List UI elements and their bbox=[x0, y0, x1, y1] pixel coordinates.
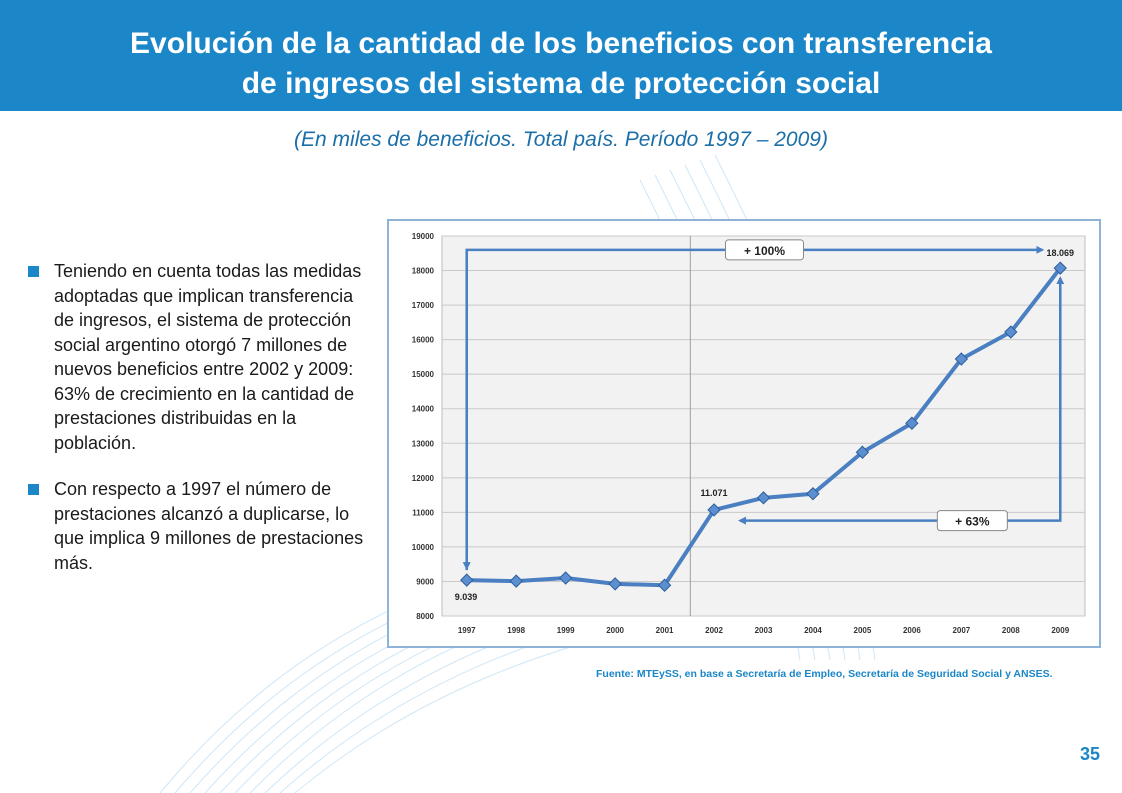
x-tick-label: 2008 bbox=[1002, 626, 1020, 635]
subtitle: (En miles de beneficios. Total país. Per… bbox=[294, 128, 828, 151]
y-tick-label: 13000 bbox=[412, 439, 435, 448]
data-point-2007 bbox=[954, 352, 969, 366]
annotation-label-plus-63: + 63% bbox=[955, 515, 990, 529]
x-tick-label: 1998 bbox=[507, 626, 525, 635]
y-tick-label: 11000 bbox=[412, 508, 434, 517]
x-tick-label: 2007 bbox=[952, 626, 970, 635]
annotation-box-plus-63 bbox=[936, 510, 1008, 532]
x-tick-label: 2002 bbox=[705, 626, 723, 635]
data-point-2001 bbox=[657, 578, 672, 592]
x-tick-label: 2001 bbox=[656, 626, 674, 635]
x-tick-label: 2004 bbox=[804, 626, 822, 635]
bullet-text: Con respecto a 1997 el número de prestac… bbox=[54, 479, 364, 573]
y-tick-label: 10000 bbox=[412, 543, 435, 552]
bullet-item: Teniendo en cuenta todas las medidas ado… bbox=[28, 259, 373, 455]
data-point-2003 bbox=[756, 491, 771, 505]
x-tick-label: 1997 bbox=[458, 626, 476, 635]
title-line-2: de ingresos del sistema de protección so… bbox=[241, 67, 881, 100]
y-tick-label: 14000 bbox=[412, 405, 435, 414]
data-point-2005 bbox=[855, 445, 870, 459]
plot-area bbox=[441, 235, 1086, 617]
chart-frame: 8000 9000 10000 11000 12000 13000 14000 15000 16… bbox=[387, 219, 1101, 648]
header-banner: Evolución de la cantidad de los benefici… bbox=[0, 0, 1122, 111]
page-title: Evolución de la cantidad de los benefici… bbox=[20, 24, 1102, 104]
page-number: 35 bbox=[1079, 744, 1100, 764]
y-tick-label: 16000 bbox=[412, 336, 435, 345]
data-label-2009: 18.069 bbox=[1047, 248, 1075, 258]
x-tick-label: 2000 bbox=[606, 626, 624, 635]
y-tick-label: 15000 bbox=[412, 370, 435, 379]
data-point-2002 bbox=[707, 503, 721, 517]
annotation-label-plus-100: + 100% bbox=[744, 244, 785, 258]
data-point-2006 bbox=[905, 416, 919, 430]
x-tick-label: 2005 bbox=[854, 626, 872, 635]
source-note: Fuente: MTEySS, en base a Secretaría de … bbox=[596, 668, 1053, 680]
bullet-item: Con respecto a 1997 el número de prestac… bbox=[28, 477, 373, 575]
bullet-square-icon bbox=[28, 484, 39, 495]
data-point-2009 bbox=[1053, 261, 1067, 275]
data-point-2008 bbox=[1004, 325, 1018, 339]
y-tick-label: 18000 bbox=[412, 267, 435, 276]
line-chart: 8000 9000 10000 11000 12000 13000 14000 15000 16… bbox=[412, 232, 1086, 635]
data-label-2002: 11.071 bbox=[701, 488, 728, 498]
y-tick-label: 9000 bbox=[416, 577, 434, 586]
x-tick-label: 1999 bbox=[557, 626, 575, 635]
data-point-2004 bbox=[806, 487, 820, 501]
y-tick-label: 17000 bbox=[412, 301, 435, 310]
data-point-1998 bbox=[509, 574, 523, 588]
y-tick-label: 8000 bbox=[416, 612, 434, 621]
y-tick-label: 19000 bbox=[412, 232, 435, 241]
bullet-list: Teniendo en cuenta todas las medidas ado… bbox=[28, 259, 373, 597]
data-label-1997: 9.039 bbox=[455, 592, 478, 602]
x-tick-label: 2006 bbox=[903, 626, 921, 635]
x-tick-label: 2009 bbox=[1051, 626, 1069, 635]
annotation-box-plus-100 bbox=[725, 239, 804, 261]
data-point-1999 bbox=[558, 571, 573, 585]
bullet-text: Teniendo en cuenta todas las medidas ado… bbox=[54, 261, 362, 453]
title-line-1: Evolución de la cantidad de los benefici… bbox=[130, 27, 992, 60]
x-tick-label: 2003 bbox=[755, 626, 773, 635]
bullet-square-icon bbox=[28, 266, 39, 277]
data-point-1997 bbox=[460, 573, 474, 587]
data-point-2000 bbox=[608, 577, 622, 591]
y-tick-label: 12000 bbox=[412, 474, 435, 483]
